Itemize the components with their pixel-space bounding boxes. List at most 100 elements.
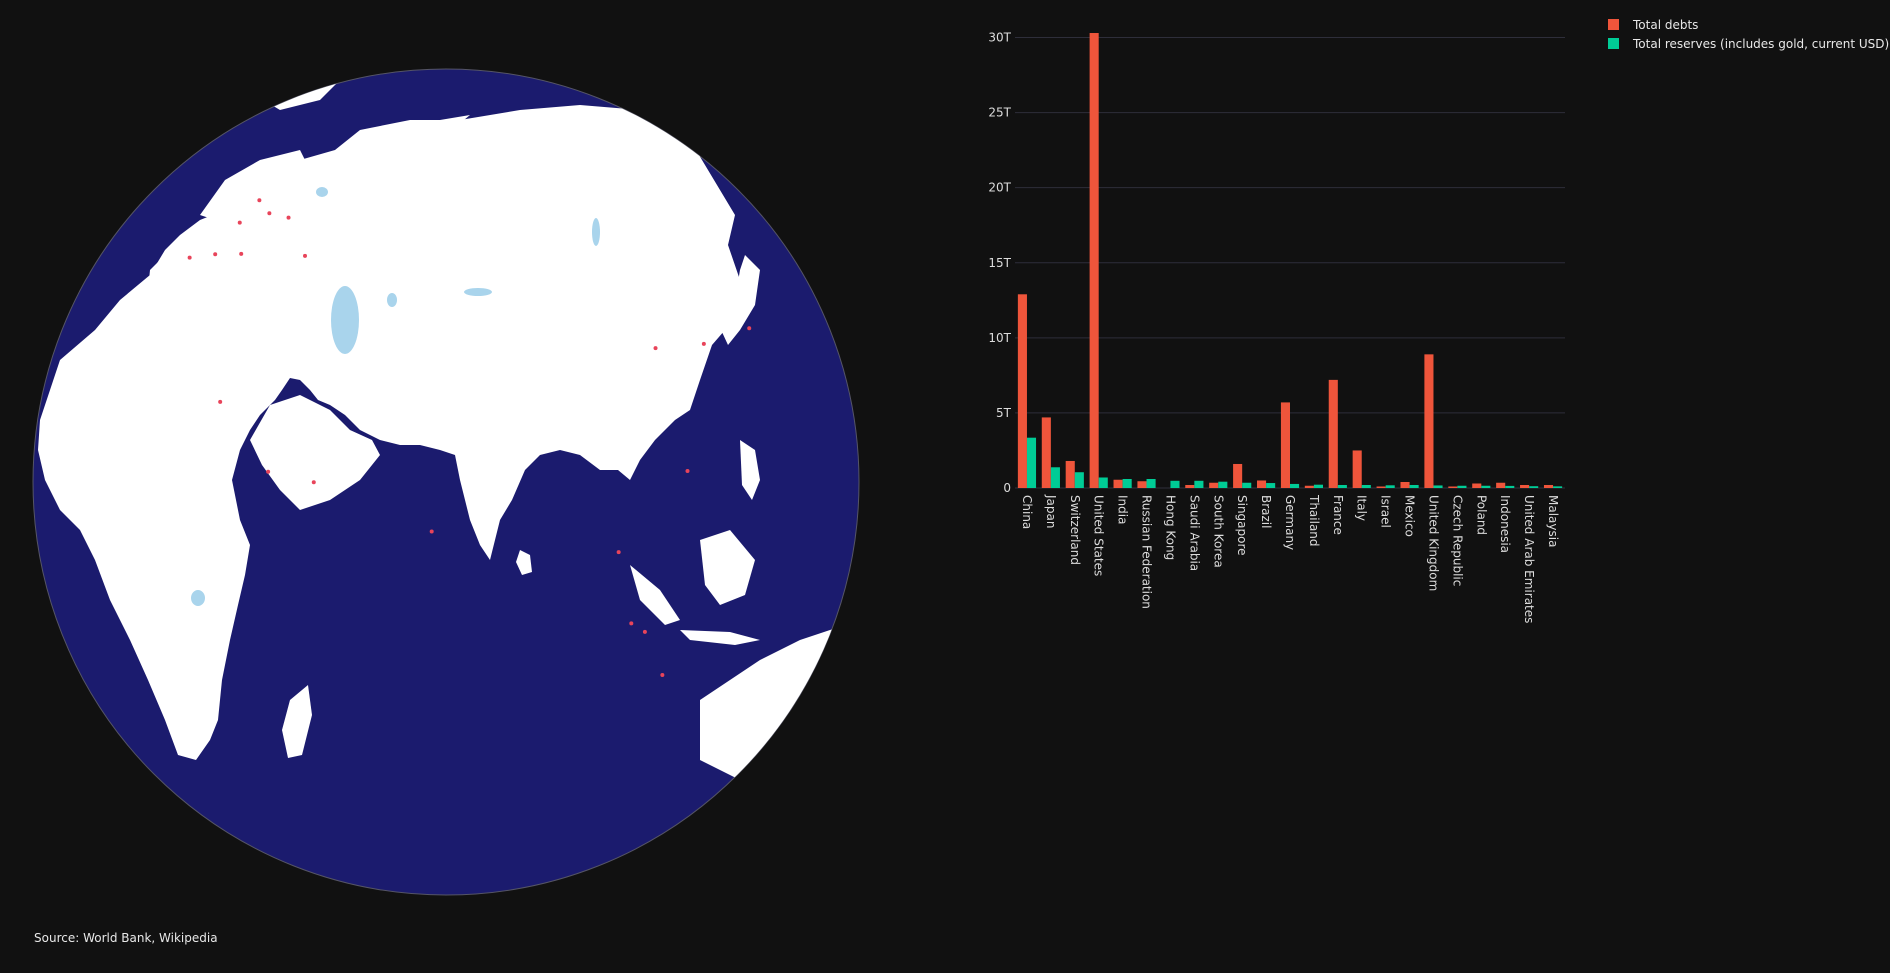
globe-marker[interactable] [257,198,262,203]
legend-label-reserves: Total reserves (includes gold, current U… [1633,36,1890,51]
x-tick-label: Italy [1355,495,1369,521]
bar-total-reserves[interactable] [1074,472,1084,488]
globe-marker[interactable] [642,629,647,634]
globe-marker[interactable] [747,326,752,331]
bar-total-reserves[interactable] [1290,483,1300,488]
globe-marker[interactable] [660,673,665,678]
legend-label-debts: Total debts [1633,17,1699,32]
bar-total-reserves[interactable] [1385,485,1395,488]
bar-total-debts[interactable] [1304,485,1314,488]
globe-marker[interactable] [187,255,192,260]
bar-total-debts[interactable] [1185,484,1195,488]
x-tick-label: Brazil [1259,495,1273,529]
bar-total-debts[interactable] [1328,379,1338,488]
bar-total-debts[interactable] [1137,481,1147,488]
globe-marker[interactable] [239,251,244,256]
bar-total-reserves[interactable] [1409,484,1419,488]
globe-marker[interactable] [218,399,223,404]
bar-total-reserves[interactable] [1529,486,1539,488]
land-philippines [740,440,760,500]
globe-marker[interactable] [629,621,634,626]
lake-balkhash [464,288,492,296]
x-tick-label: France [1331,495,1345,535]
x-tick-label: Czech Republic [1450,495,1464,586]
land-madagascar [282,685,312,758]
bar-total-debts[interactable] [1209,482,1219,488]
globe-marker[interactable] [653,346,658,351]
bar-total-debts[interactable] [1520,484,1530,488]
bar-total-debts[interactable] [1543,484,1554,488]
lake-caspian [331,286,359,354]
bar-total-debts[interactable] [1448,486,1458,488]
bar-total-debts[interactable] [1041,417,1051,488]
bar-total-debts[interactable] [1496,482,1506,488]
x-tick-label: United Arab Emirates [1522,495,1536,623]
globe-marker[interactable] [701,341,706,346]
bar-total-reserves[interactable] [1170,480,1180,488]
y-tick-label: 25T [988,106,1011,120]
globe-marker[interactable] [213,252,218,257]
bar-total-reserves[interactable] [1481,485,1491,488]
bar-total-reserves[interactable] [1050,467,1060,488]
bar-total-reserves[interactable] [1337,484,1347,488]
legend-swatch-debts [1608,19,1619,30]
y-axis-ticks: 0 5T 10T 15T 20T 25T 30T [988,31,1011,495]
land-java [680,630,760,645]
globe-marker[interactable] [303,253,308,258]
globe-marker[interactable] [685,468,690,473]
bar-total-debts[interactable] [1424,354,1434,488]
bar-total-reserves[interactable] [1242,482,1252,488]
bar-total-reserves[interactable] [1218,481,1228,488]
land-arabia [250,395,380,510]
bar-total-reserves[interactable] [1098,477,1108,488]
globe-map[interactable] [0,0,880,973]
bar-total-reserves[interactable] [1313,484,1323,488]
bar-total-reserves[interactable] [1266,483,1276,488]
bar-total-debts[interactable] [1400,481,1410,488]
bar-total-debts[interactable] [1376,486,1386,488]
globe-marker[interactable] [286,215,291,220]
legend-item-debts[interactable]: Total debts [1608,15,1889,34]
x-tick-label: Japan [1044,494,1058,528]
bar-total-reserves[interactable] [1433,485,1443,488]
lake-victoria [191,590,205,606]
bar-total-reserves[interactable] [1026,437,1037,488]
source-note: Source: World Bank, Wikipedia [34,931,218,945]
chart-legend: Total debts Total reserves (includes gol… [1608,15,1889,53]
bar-total-debts[interactable] [1233,463,1243,488]
globe-marker[interactable] [616,550,621,555]
bar-total-debts[interactable] [1257,480,1267,488]
x-tick-label: Russian Federation [1140,495,1154,609]
globe-marker[interactable] [429,529,434,534]
bar-total-reserves[interactable] [1122,478,1132,488]
y-tick-label: 30T [988,31,1011,45]
land-sri-lanka [516,550,532,575]
bar-total-reserves[interactable] [1194,480,1204,488]
globe-marker[interactable] [311,480,316,485]
bar-total-debts[interactable] [1089,33,1099,489]
bar-total-debts[interactable] [1065,460,1075,488]
bar-total-debts[interactable] [1017,294,1027,488]
globe-marker[interactable] [237,220,242,225]
bar-total-reserves[interactable] [1553,486,1563,488]
x-tick-label: Germany [1283,495,1297,550]
bar-total-debts[interactable] [1352,450,1362,488]
bar-total-debts[interactable] [1472,483,1482,488]
land-scandinavia [200,150,310,225]
globe-marker[interactable] [266,469,271,474]
bar-total-reserves[interactable] [1505,485,1515,488]
lake-aral [387,293,397,307]
bar-total-debts[interactable] [1113,479,1123,488]
x-axis-ticks: China Japan Switzerland United States India R… [1020,494,1560,623]
bar-total-reserves[interactable] [1361,484,1371,488]
globe-marker[interactable] [267,211,272,216]
bar-total-reserves[interactable] [1146,478,1156,488]
land-novaya-zemlya [400,115,470,155]
legend-item-reserves[interactable]: Total reserves (includes gold, current U… [1608,34,1889,53]
x-tick-label: Indonesia [1498,495,1512,553]
bar-total-debts[interactable] [1280,402,1290,488]
x-tick-label: United States [1092,495,1106,576]
x-tick-label: Israel [1379,495,1393,528]
bar-total-reserves[interactable] [1457,485,1467,488]
